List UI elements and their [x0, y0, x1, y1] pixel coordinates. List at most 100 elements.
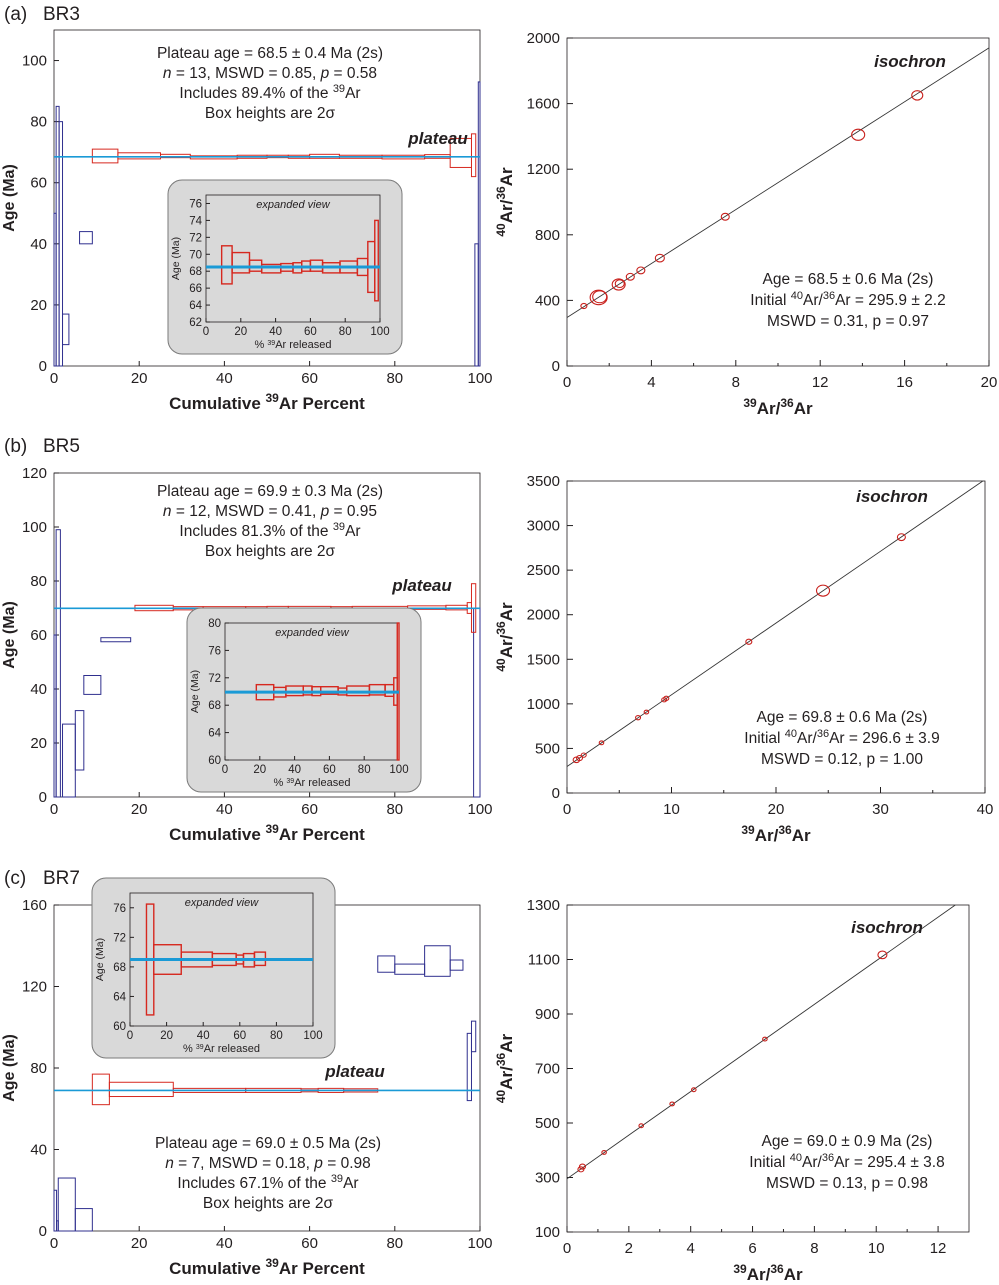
x-tick-label: 0	[50, 1235, 58, 1252]
plateau-info-line: n = 12, MSWD = 0.41, p = 0.95	[163, 503, 377, 520]
expanded-view-inset: 0 20 40 60 80 100 60 64 68 72 76 80 Age (Ma) expanded…	[186, 607, 422, 793]
sample-name: BR7	[43, 868, 80, 889]
y-tick-label: 0	[552, 358, 560, 375]
y-tick-label: 0	[552, 785, 560, 802]
y-tick-label: 1000	[527, 696, 560, 713]
x-tick-label: 40	[977, 801, 994, 818]
inset-x-tick-label: 60	[323, 764, 336, 776]
plateau-info-line: Box heights are 2σ	[205, 105, 336, 122]
inset-y-tick-label: 66	[189, 283, 202, 295]
inset-y-tick-label: 72	[189, 232, 202, 244]
isochron-point	[601, 1149, 607, 1155]
y-tick-label: 500	[535, 740, 560, 757]
y-tick-label: 60	[30, 627, 47, 644]
inset-x-tick-label: 0	[127, 1030, 133, 1042]
plateau-label: plateau	[324, 1062, 385, 1081]
inset-y-tick-label: 74	[189, 215, 202, 227]
y-tick-label: 160	[22, 897, 47, 914]
inset-panel	[91, 877, 336, 1059]
x-tick-label: 0	[563, 1240, 571, 1257]
isochron-info-line: Initial 40Ar/36Ar = 296.6 ± 3.9	[744, 728, 939, 747]
x-tick-label: 80	[386, 370, 403, 387]
y-tick-label: 0	[39, 789, 47, 806]
x-axis-label: Cumulative 39Ar Percent	[169, 1256, 365, 1278]
isochron-plot: 0 4 8 12 16 20 0 400 800 1200 1600 2000 39Ar/36Ar 40A…	[494, 30, 997, 418]
y-tick-label: 400	[535, 292, 560, 309]
isochron-point	[580, 752, 587, 758]
excluded-step-box	[394, 963, 426, 975]
isochron-point	[580, 302, 588, 310]
x-axis-label: 39Ar/36Ar	[733, 1262, 803, 1284]
x-tick-label: 4	[647, 374, 655, 391]
plateau-info-line: Plateau age = 69.0 ± 0.5 Ma (2s)	[155, 1135, 381, 1152]
plateau-info-line: n = 7, MSWD = 0.18, p = 0.98	[165, 1155, 371, 1172]
sample-name: BR5	[43, 436, 80, 457]
inset-y-tick-label: 64	[189, 300, 202, 312]
sample-name: BR3	[43, 4, 80, 25]
isochron-info-line: Initial 40Ar/36Ar = 295.4 ± 3.8	[749, 1152, 944, 1171]
excluded-step-box	[377, 955, 396, 973]
isochron-point	[877, 950, 888, 960]
x-tick-label: 6	[748, 1240, 756, 1257]
plateau-step-box	[470, 133, 477, 178]
isochron-point	[625, 272, 635, 281]
expanded-view-inset: 0 20 40 60 80 100 62 64 66 68 70 72 74 76 Age (Ma) expa…	[167, 179, 403, 355]
y-axis-label: Age (Ma)	[1, 164, 18, 232]
inset-x-axis-label: % 39Ar released	[255, 339, 332, 351]
inset-panel	[186, 607, 422, 793]
inset-title: expanded view	[275, 627, 349, 639]
isochron-point	[851, 128, 866, 141]
isochron-line	[567, 481, 984, 767]
isochron-point	[745, 638, 753, 645]
x-tick-label: 20	[768, 801, 785, 818]
x-tick-label: 60	[301, 370, 318, 387]
inset-x-tick-label: 40	[197, 1030, 210, 1042]
y-tick-label: 700	[535, 1061, 560, 1078]
isochron-point	[643, 709, 650, 715]
y-tick-label: 60	[30, 175, 47, 192]
y-tick-label: 120	[22, 465, 47, 482]
x-tick-label: 2	[625, 1240, 633, 1257]
x-tick-label: 80	[386, 801, 403, 818]
inset-x-tick-label: 0	[222, 764, 228, 776]
isochron-point	[815, 584, 831, 597]
isochron-point	[614, 279, 625, 289]
plateau-info-line: Includes 81.3% of the 39Ar	[179, 521, 360, 540]
inset-frame	[205, 194, 381, 323]
inset-y-axis-label: Age (Ma)	[94, 938, 106, 981]
y-tick-label: 100	[535, 1224, 560, 1241]
y-tick-label: 80	[30, 114, 47, 131]
excluded-step-box	[474, 243, 479, 367]
excluded-step-box	[53, 1189, 58, 1232]
inset-y-tick-label: 60	[208, 755, 221, 767]
inset-x-tick-label: 60	[304, 326, 317, 338]
isochron-line	[567, 905, 957, 1180]
inset-y-axis-label: Age (Ma)	[170, 237, 182, 280]
plateau-step-box	[108, 1081, 174, 1098]
isochron-info-line: MSWD = 0.31, p = 0.97	[767, 313, 929, 330]
excluded-step-box	[473, 607, 481, 798]
inset-y-tick-label: 76	[208, 645, 221, 657]
plateau-step-box	[117, 152, 161, 160]
x-tick-label: 60	[301, 801, 318, 818]
isochron-point	[720, 212, 730, 221]
isochron-plot: 0 10 20 30 40 0 500 1000 1500 2000 2500 3000 3500 39A…	[494, 473, 993, 845]
y-tick-label: 0	[39, 1223, 47, 1240]
expanded-view-inset: 0 20 40 60 80 100 60 64 68 72 76 Age (Ma) expanded v…	[91, 877, 336, 1059]
isochron-point	[638, 1123, 645, 1129]
excluded-step-box	[449, 959, 464, 971]
x-tick-label: 16	[896, 374, 913, 391]
inset-y-tick-label: 80	[208, 618, 221, 630]
x-tick-label: 40	[216, 801, 233, 818]
y-tick-label: 0	[39, 358, 47, 375]
y-tick-label: 40	[30, 236, 47, 253]
isochron-point	[636, 266, 646, 275]
inset-title: expanded view	[185, 897, 259, 909]
excluded-step-box	[57, 1177, 76, 1232]
excluded-step-box	[100, 637, 132, 643]
isochron-plot: 0 2 4 6 8 10 12 100 300 500 700 900 1100 1300 39Ar/36A…	[494, 897, 970, 1284]
x-tick-label: 20	[131, 1235, 148, 1252]
panel-label: (a)	[4, 4, 27, 25]
x-axis-label: 39Ar/36Ar	[741, 823, 811, 845]
